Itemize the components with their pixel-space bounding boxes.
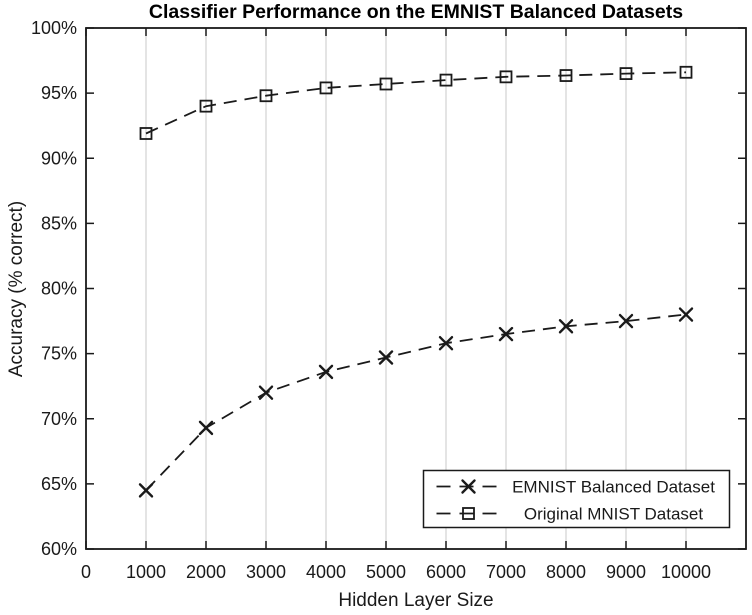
y-tick-label: 70% xyxy=(41,409,77,429)
y-tick-label: 100% xyxy=(31,18,77,38)
chart-title: Classifier Performance on the EMNIST Bal… xyxy=(149,1,683,23)
square-marker xyxy=(559,69,573,82)
x-tick-label: 2000 xyxy=(186,562,226,582)
x-marker xyxy=(258,385,274,400)
square-marker xyxy=(139,127,153,140)
y-tick-label: 75% xyxy=(41,344,77,364)
x-tick-label: 6000 xyxy=(426,562,466,582)
legend-entry: Original MNIST Dataset xyxy=(436,505,703,524)
y-tick-label: 65% xyxy=(41,474,77,494)
x-marker xyxy=(678,307,694,322)
x-tick-label: 4000 xyxy=(306,562,346,582)
x-marker xyxy=(438,336,454,351)
y-tick-label: 90% xyxy=(41,148,77,168)
y-tick-label: 80% xyxy=(41,279,77,299)
series-line xyxy=(145,313,687,492)
y-tick-label: 60% xyxy=(41,539,77,559)
x-marker xyxy=(318,364,334,380)
x-axis-label: Hidden Layer Size xyxy=(338,590,493,611)
x-tick-label: 9000 xyxy=(606,562,646,582)
series-line xyxy=(145,71,687,135)
x-marker xyxy=(461,479,476,494)
x-tick-label: 1000 xyxy=(126,562,166,582)
x-tick-label: 8000 xyxy=(546,562,586,582)
legend-label: Original MNIST Dataset xyxy=(524,505,703,524)
x-marker xyxy=(138,483,154,498)
series-emnist-balanced xyxy=(138,307,694,498)
series-original-mnist xyxy=(139,65,693,140)
legend-entry: EMNIST Balanced Dataset xyxy=(436,478,715,497)
square-marker xyxy=(439,73,453,87)
square-marker xyxy=(679,65,693,79)
x-marker xyxy=(198,420,214,436)
y-tick-label: 85% xyxy=(41,213,77,233)
x-tick-label: 3000 xyxy=(246,562,286,582)
x-marker xyxy=(378,350,394,365)
axes-layer: 0 1000 2000 3000 4000 5000 6000 7000 8000 9000 100… xyxy=(31,18,747,582)
square-marker xyxy=(319,81,333,95)
grid-layer xyxy=(145,28,687,549)
square-marker xyxy=(199,99,213,113)
x-tick-label: 0 xyxy=(81,562,91,582)
x-tick-label: 5000 xyxy=(366,562,406,582)
square-marker xyxy=(619,67,633,80)
x-marker xyxy=(558,319,574,334)
legend: EMNIST Balanced Dataset Original MNIST Da… xyxy=(422,469,731,529)
square-marker xyxy=(379,77,393,91)
x-tick-label: 7000 xyxy=(486,562,526,582)
square-marker xyxy=(499,70,513,84)
legend-label: EMNIST Balanced Dataset xyxy=(512,478,715,497)
x-marker xyxy=(498,326,514,342)
y-axis-label: Accuracy (% correct) xyxy=(6,201,27,377)
square-marker xyxy=(259,89,273,103)
y-tick-label: 95% xyxy=(41,83,77,103)
square-marker xyxy=(462,507,475,520)
x-marker xyxy=(618,313,634,329)
series-layer xyxy=(138,65,694,498)
x-tick-label: 10000 xyxy=(661,562,711,582)
